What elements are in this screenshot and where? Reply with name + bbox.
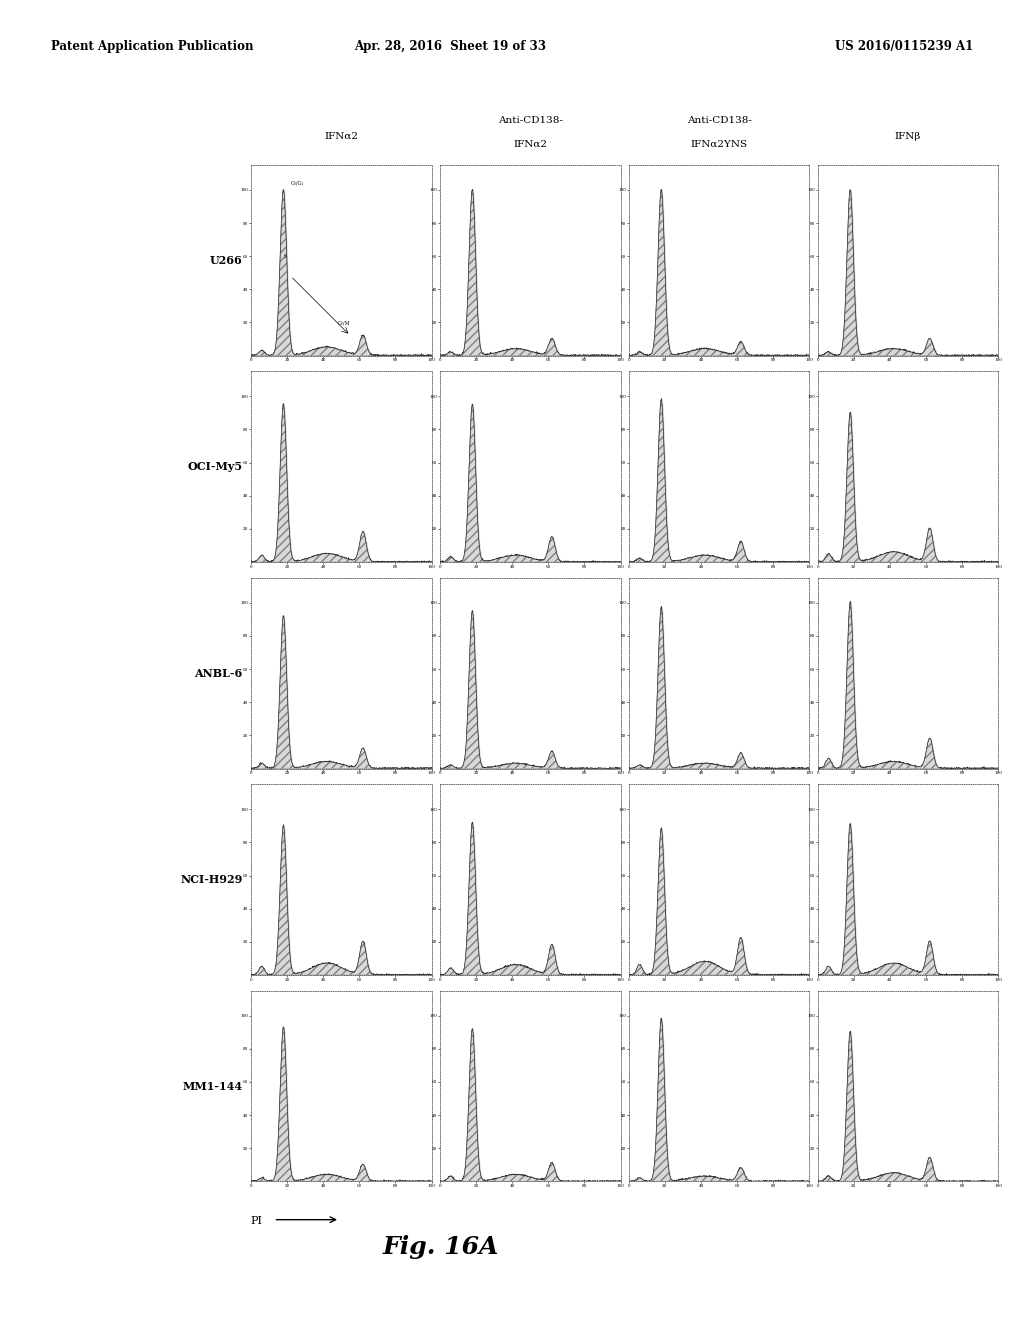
Text: PI: PI — [251, 1216, 263, 1226]
Text: G₂/M: G₂/M — [338, 321, 350, 326]
Text: Anti-CD138-: Anti-CD138- — [498, 116, 562, 125]
Text: IFNβ: IFNβ — [895, 132, 922, 141]
Text: Apr. 28, 2016  Sheet 19 of 33: Apr. 28, 2016 Sheet 19 of 33 — [354, 40, 547, 53]
Text: U266: U266 — [210, 255, 243, 265]
Text: MM1-144: MM1-144 — [182, 1081, 243, 1092]
Text: Fig. 16A: Fig. 16A — [382, 1236, 499, 1259]
Text: G₀/G₁: G₀/G₁ — [291, 181, 304, 185]
Text: IFNα2: IFNα2 — [513, 140, 547, 149]
Text: US 2016/0115239 A1: US 2016/0115239 A1 — [835, 40, 973, 53]
Text: OCI-My5: OCI-My5 — [187, 461, 243, 473]
Text: IFNα2: IFNα2 — [325, 132, 358, 141]
Text: ANBL-6: ANBL-6 — [195, 668, 243, 678]
Text: S: S — [284, 253, 287, 259]
Text: IFNα2YNS: IFNα2YNS — [690, 140, 748, 149]
Text: Anti-CD138-: Anti-CD138- — [687, 116, 752, 125]
Text: Patent Application Publication: Patent Application Publication — [51, 40, 254, 53]
Text: NCI-H929: NCI-H929 — [180, 874, 243, 886]
